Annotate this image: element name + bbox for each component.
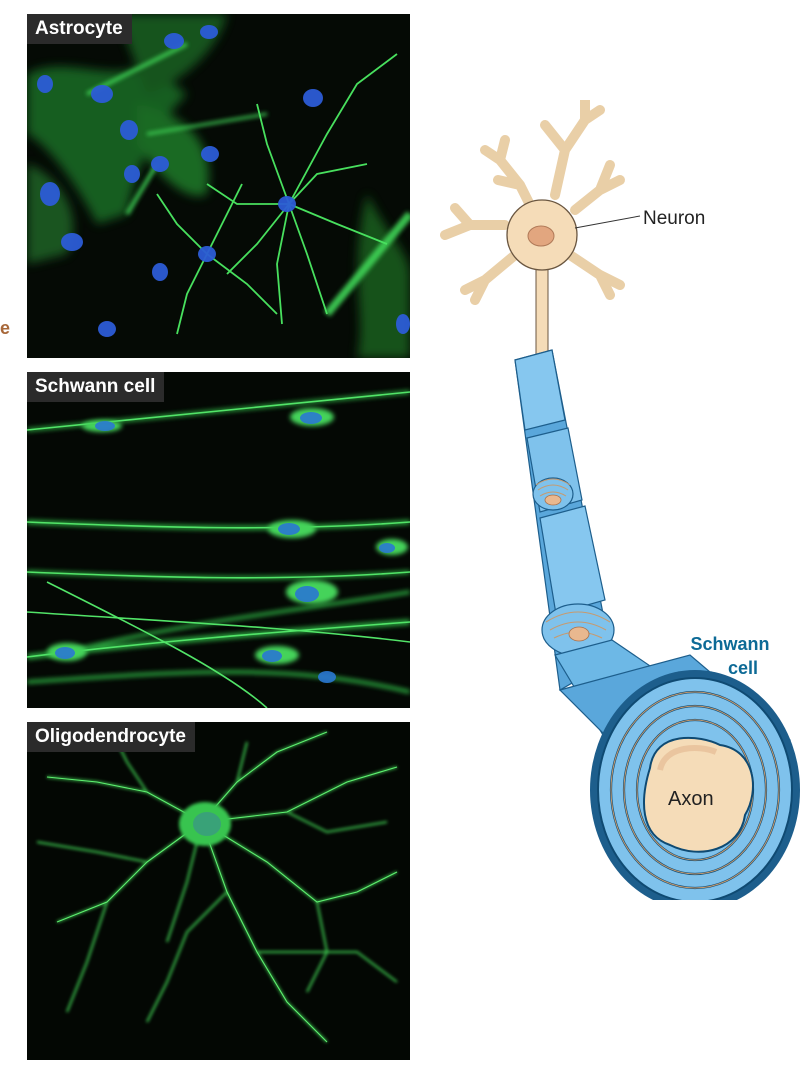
neuron-pointer-line	[574, 215, 641, 229]
schwann-cell-image	[27, 372, 410, 708]
axon-label: Axon	[668, 788, 714, 810]
astrocyte-image	[27, 14, 410, 358]
oligodendrocyte-label: Oligodendrocyte	[27, 722, 195, 752]
schwann-cell-label: Schwann cell	[27, 372, 165, 402]
myelinated-axon-diagram: Neuron Axon Schwann cell	[440, 100, 800, 900]
oligodendrocyte-micrograph: Oligodendrocyte	[27, 722, 410, 1060]
astrocyte-label: Astrocyte	[27, 14, 132, 44]
cropped-edge-letter: e	[0, 318, 11, 338]
schwann-cell-micrograph: Schwann cell	[27, 372, 410, 708]
axon-cross-section: Axon	[590, 670, 800, 900]
schwann-cell-label-line1: Schwann	[690, 634, 769, 654]
schwann-cell-label-line2: cell	[728, 658, 758, 678]
neuron-label: Neuron	[643, 208, 705, 229]
neuron-dendrites	[440, 100, 625, 305]
neuron-nucleus	[527, 225, 555, 247]
axon-stem	[535, 259, 549, 356]
astrocyte-micrograph: Astrocyte	[27, 14, 410, 358]
oligodendrocyte-image	[27, 722, 410, 1060]
